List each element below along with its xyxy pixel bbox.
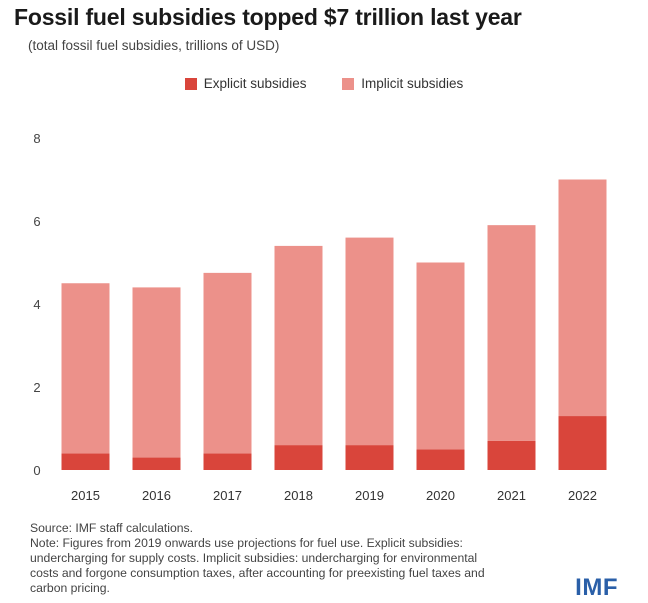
bar-implicit-subsidies [61,283,110,454]
bar-explicit-subsidies [558,416,607,470]
chart-legend: Explicit subsidies Implicit subsidies [0,76,648,93]
bar-explicit-subsidies [345,445,394,470]
legend-label-implicit: Implicit subsidies [361,76,464,91]
stacked-bar-chart: 0 2 4 6 8 2015 2016 2017 2018 2019 2020 2021 2022 [33,131,607,503]
y-tick-label: 8 [33,131,40,146]
note-line: costs and forgone consumption taxes, aft… [30,566,485,580]
bar-implicit-subsidies [416,262,465,450]
bar-explicit-subsidies [61,453,110,470]
x-tick-label: 2020 [426,488,455,503]
y-tick-label: 4 [33,297,40,312]
bar-explicit-subsidies [416,449,465,470]
x-tick-label: 2021 [497,488,526,503]
x-tick-label: 2022 [568,488,597,503]
source-note: Source: IMF staff calculations. [30,521,194,535]
x-tick-label: 2017 [213,488,242,503]
footnotes: Source: IMF staff calculations. Note: Fi… [30,521,550,596]
chart-subtitle: (total fossil fuel subsidies, trillions … [28,38,280,53]
bar-explicit-subsidies [203,453,252,470]
y-tick-label: 6 [33,214,40,229]
chart-title: Fossil fuel subsidies topped $7 trillion… [14,4,522,30]
legend-swatch-explicit [184,77,197,90]
note-line: Note: Figures from 2019 onwards use proj… [30,536,463,550]
bar-explicit-subsidies [487,440,536,470]
note-line: undercharging for supply costs. Implicit… [30,551,478,565]
bar-implicit-subsidies [487,225,536,441]
x-tick-label: 2019 [355,488,384,503]
legend-item-explicit: Explicit subsidies [184,76,307,91]
note-line: carbon pricing. [30,581,110,595]
bar-implicit-subsidies [132,287,181,458]
bar-implicit-subsidies [345,237,394,446]
imf-logo: IMF [575,574,618,601]
x-tick-label: 2018 [284,488,313,503]
bar-explicit-subsidies [132,457,181,470]
bar-implicit-subsidies [274,245,323,446]
legend-item-implicit: Implicit subsidies [342,76,463,91]
bar-explicit-subsidies [274,445,323,470]
x-tick-label: 2015 [71,488,100,503]
bar-implicit-subsidies [558,179,607,417]
legend-swatch-implicit [342,77,355,90]
y-tick-label: 0 [33,463,40,478]
bar-implicit-subsidies [203,272,252,454]
x-tick-label: 2016 [142,488,171,503]
legend-label-explicit: Explicit subsidies [203,76,307,91]
y-tick-label: 2 [33,380,40,395]
